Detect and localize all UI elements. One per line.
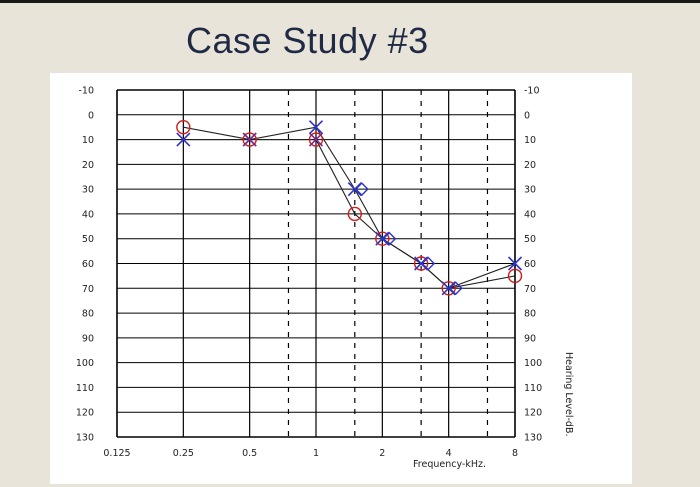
y-tick-label-left: 60 <box>82 259 94 270</box>
x-marker <box>176 132 191 147</box>
y-tick-label-right: 50 <box>524 234 536 245</box>
x-marker <box>308 132 324 147</box>
y-tick-label-right: 60 <box>524 259 536 270</box>
y-tick-label-right: 70 <box>524 284 536 295</box>
x-marker <box>347 182 362 197</box>
x-tick-label: 8 <box>512 448 518 459</box>
x-marker <box>375 231 390 246</box>
circle-marker <box>507 268 523 284</box>
chart-panel: -10 -10 0 0 10 10 20 20 30 30 40 40 50 50 60 60 70 70 80 80… <box>50 73 632 484</box>
slide-title: Case Study #3 <box>186 20 429 61</box>
y-tick-label-right: 100 <box>524 358 542 369</box>
y-tick-label-left: 100 <box>76 358 94 369</box>
y-tick-label-left: 130 <box>76 433 94 444</box>
series-lines <box>183 126 516 289</box>
x-marker <box>414 256 429 271</box>
x-tick-label: 1 <box>313 448 319 459</box>
y-tick-label-right: 120 <box>524 408 542 419</box>
y-tick-label-left: 30 <box>82 185 94 196</box>
y-tick-label-right: 40 <box>524 209 536 220</box>
series-markers <box>176 119 523 296</box>
y-tick-label-left: 120 <box>76 408 94 419</box>
y-tick-label-right: 90 <box>524 333 536 344</box>
x-tick-label: 0.25 <box>173 448 194 459</box>
diamond-marker <box>354 182 369 197</box>
circle-marker <box>308 132 324 147</box>
circle-marker <box>413 256 429 271</box>
y-tick-label-right: -10 <box>524 86 540 97</box>
x-axis-title: Frequency-kHz. <box>413 459 486 470</box>
x-marker <box>242 132 257 147</box>
top-rule <box>0 0 700 3</box>
y-tick-label-left: 80 <box>82 309 94 320</box>
diamond-marker <box>382 231 397 246</box>
circle-marker <box>347 206 363 222</box>
x-marker <box>308 120 324 135</box>
y-tick-label-left: 0 <box>88 110 94 121</box>
diamond-marker <box>421 256 436 271</box>
x-tick-label: 0.5 <box>242 448 257 459</box>
y-tick-label-left: 10 <box>82 135 94 146</box>
x-marker <box>441 281 456 296</box>
chart-grid <box>116 89 516 438</box>
y-tick-label-right: 10 <box>524 135 536 146</box>
x-marker <box>507 256 523 271</box>
x-tick-label: 0.125 <box>103 448 130 459</box>
y-tick-label-left: -10 <box>78 86 94 97</box>
circle-marker <box>242 132 257 147</box>
circle-marker <box>441 281 456 296</box>
circle-marker <box>176 119 191 135</box>
y-tick-label-left: 110 <box>76 383 94 394</box>
y-tick-label-right: 80 <box>524 309 536 320</box>
y-tick-label-right: 130 <box>524 433 542 444</box>
y-tick-label-right: 20 <box>524 160 536 171</box>
series-line <box>183 126 516 289</box>
y-tick-label-left: 70 <box>82 284 94 295</box>
y-tick-label-right: 110 <box>524 383 542 394</box>
y-axis-title: Hearing Level-dB. <box>563 352 574 437</box>
circle-marker <box>375 231 390 246</box>
y-tick-label-left: 20 <box>82 160 94 171</box>
x-tick-label: 2 <box>379 448 385 459</box>
y-tick-label-left: 90 <box>82 333 94 344</box>
y-tick-label-left: 40 <box>82 209 94 220</box>
series-line <box>183 126 516 289</box>
diamond-marker <box>448 281 463 296</box>
y-tick-label-left: 50 <box>82 234 94 245</box>
x-tick-label: 4 <box>446 448 452 459</box>
y-tick-label-right: 0 <box>524 110 530 121</box>
y-tick-label-right: 30 <box>524 185 536 196</box>
